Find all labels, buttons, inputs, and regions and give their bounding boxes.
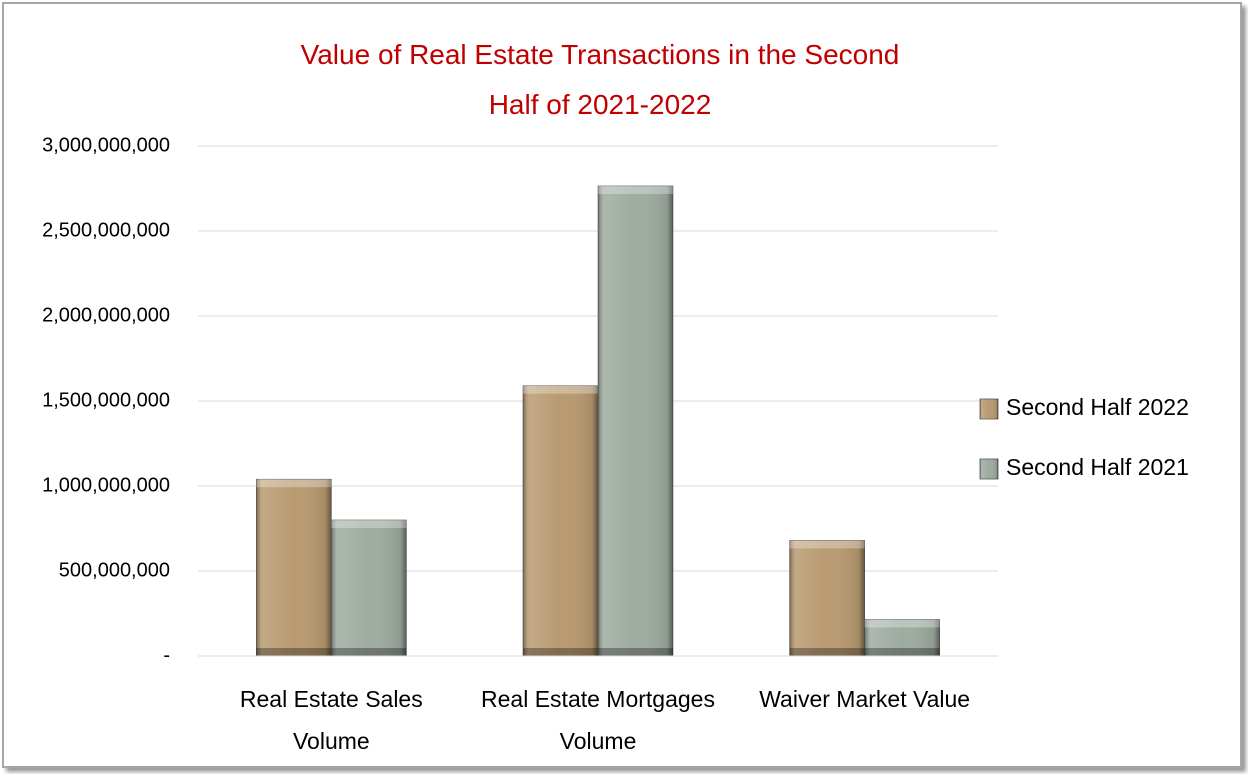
bar-bevel-bottom — [864, 648, 940, 656]
bar-shade — [523, 385, 598, 656]
bar-group — [597, 185, 674, 657]
bar-group — [864, 619, 940, 657]
bar-shade — [256, 479, 332, 656]
bar-shade — [598, 185, 673, 656]
x-tick-label: Real Estate Sales Volume — [239, 686, 423, 754]
y-tick-label: 2,500,000,000 — [42, 219, 170, 241]
bar-group — [256, 478, 332, 657]
bar-bevel-bottom — [331, 648, 407, 656]
bar-bevel-top — [331, 520, 407, 528]
bar-bevel-top — [864, 619, 940, 628]
bar-group — [522, 385, 599, 657]
bar-bevel-top — [789, 540, 865, 549]
bar-shade — [864, 619, 940, 656]
bar-group — [789, 540, 865, 657]
bar-bevel-bottom — [523, 648, 598, 656]
x-tick-label: Real Estate Mortgages Volume — [481, 686, 715, 754]
bar-bevel-bottom — [256, 648, 332, 656]
bar-bevel-bottom — [598, 648, 673, 656]
y-tick-label: 3,000,000,000 — [42, 134, 170, 156]
chart-title: Value of Real Estate Transactions in the… — [300, 39, 900, 120]
legend-label: Second Half 2022 — [1006, 394, 1189, 420]
bar-bevel-bottom — [789, 648, 865, 656]
bar-shade — [331, 520, 407, 656]
bar-bevel-top — [598, 185, 673, 194]
bar-bevel-top — [256, 479, 332, 488]
legend-swatch-shade — [980, 459, 998, 479]
legend-swatch-shade — [980, 399, 998, 419]
bar-shade — [789, 540, 865, 656]
legend-label: Second Half 2021 — [1006, 454, 1189, 480]
y-tick-label: 2,000,000,000 — [42, 304, 170, 326]
bar-group — [331, 519, 407, 657]
bar-bevel-top — [523, 385, 598, 394]
y-tick-label: 1,500,000,000 — [42, 389, 170, 411]
y-tick-label: - — [163, 644, 170, 666]
y-tick-label: 1,000,000,000 — [42, 474, 170, 496]
y-tick-label: 500,000,000 — [59, 559, 170, 581]
x-tick-label: Waiver Market Value — [759, 686, 971, 712]
